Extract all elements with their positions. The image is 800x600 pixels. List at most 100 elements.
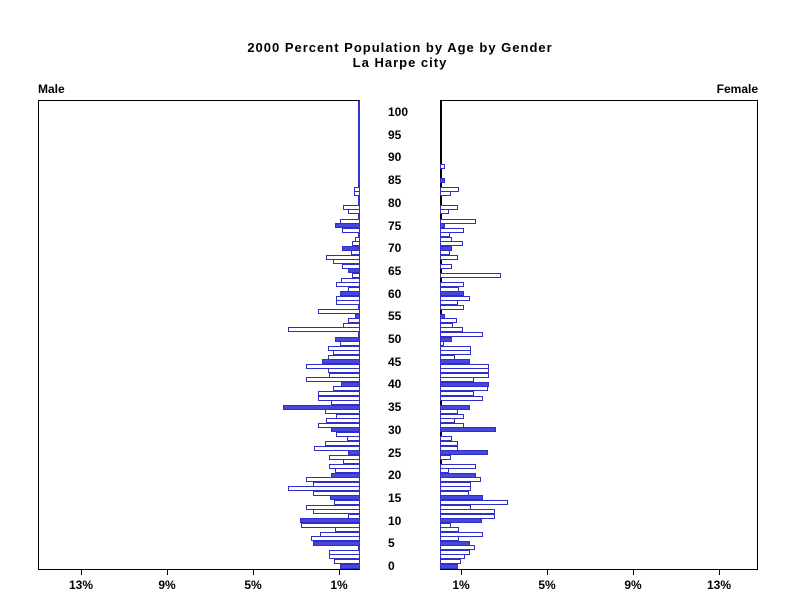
male-bar-age-76 xyxy=(340,218,360,224)
female-bar-age-24 xyxy=(440,454,451,460)
male-panel-label: Male xyxy=(38,82,65,96)
female-bar-age-47 xyxy=(440,350,471,356)
male-bar-age-40 xyxy=(341,381,360,387)
female-xtick-5-tick xyxy=(547,570,548,575)
female-bar-age-66 xyxy=(440,263,452,269)
male-bar-age-28 xyxy=(347,436,360,442)
female-bar-age-8 xyxy=(440,527,459,533)
male-bar-age-37 xyxy=(318,395,360,401)
age-label-55: 55 xyxy=(388,309,402,324)
male-panel xyxy=(38,100,360,570)
female-bar-age-68 xyxy=(440,254,458,260)
female-bar-age-1 xyxy=(440,559,461,564)
female-xtick-5-label: 5% xyxy=(538,578,556,592)
female-bar-age-27 xyxy=(440,440,458,446)
female-bar-age-43 xyxy=(440,368,489,374)
male-bar-age-69 xyxy=(351,250,360,256)
female-bar-age-76 xyxy=(440,218,476,224)
male-bar-age-64 xyxy=(352,272,360,278)
female-bar-age-11 xyxy=(440,513,495,519)
male-bar-age-50 xyxy=(335,336,360,342)
male-bar-age-44 xyxy=(306,363,360,369)
age-label-0: 0 xyxy=(388,559,395,573)
age-label-85: 85 xyxy=(388,173,402,188)
male-bar-age-31 xyxy=(318,422,360,428)
female-bar-age-0 xyxy=(440,563,458,569)
male-bar-age-3 xyxy=(329,549,360,555)
male-bar-age-41 xyxy=(306,377,360,383)
male-bar-age-21 xyxy=(335,468,360,474)
male-xtick-5-label: 5% xyxy=(244,578,262,592)
female-bar-age-25 xyxy=(440,450,488,455)
male-bar-age-12 xyxy=(313,509,360,514)
female-bar-age-3 xyxy=(440,549,470,555)
male-xtick-1-tick xyxy=(339,570,340,575)
age-label-30: 30 xyxy=(388,422,402,437)
female-bar-age-88 xyxy=(440,164,445,169)
male-bar-age-29 xyxy=(336,431,360,437)
female-bar-age-55 xyxy=(440,313,445,319)
female-bar-age-71 xyxy=(440,241,463,247)
male-xtick-5-tick xyxy=(253,570,254,575)
age-label-10: 10 xyxy=(388,513,402,528)
male-bar-age-32 xyxy=(326,418,360,424)
male-bar-age-18 xyxy=(313,481,360,487)
female-panel xyxy=(440,100,758,570)
male-bar-age-16 xyxy=(313,490,360,496)
age-label-25: 25 xyxy=(388,445,402,460)
female-bar-age-45 xyxy=(440,359,470,365)
female-xtick-1-tick xyxy=(461,570,462,575)
female-bar-age-33 xyxy=(440,413,464,419)
female-bar-age-10 xyxy=(440,518,482,524)
male-bar-age-61 xyxy=(348,286,360,292)
male-bar-age-74 xyxy=(342,227,360,233)
male-bar-age-58 xyxy=(336,300,360,306)
male-bar-age-39 xyxy=(333,386,360,392)
female-bar-age-31 xyxy=(440,422,464,428)
age-label-20: 20 xyxy=(388,468,402,483)
male-bar-age-23 xyxy=(343,459,360,465)
female-bar-age-53 xyxy=(440,322,453,328)
age-label-80: 80 xyxy=(388,195,402,210)
male-bar-age-14 xyxy=(334,499,360,505)
male-bar-age-30 xyxy=(331,427,360,433)
female-xtick-13-label: 13% xyxy=(706,578,732,592)
female-bar-age-82 xyxy=(440,191,451,197)
female-bar-age-42 xyxy=(440,372,489,378)
male-bar-age-79 xyxy=(343,204,360,210)
male-bar-age-55 xyxy=(355,313,360,319)
male-bar-age-63 xyxy=(341,277,360,283)
male-bar-age-53 xyxy=(343,322,360,328)
female-bar-age-49 xyxy=(440,341,444,346)
male-bar-age-10 xyxy=(300,518,360,524)
male-bar-age-45 xyxy=(322,359,360,365)
female-bar-age-20 xyxy=(440,472,476,478)
chart-title-line1: 2000 Percent Population by Age by Gender xyxy=(247,40,553,55)
male-xtick-9-label: 9% xyxy=(158,578,176,592)
female-bar-age-59 xyxy=(440,295,470,301)
male-bar-age-56 xyxy=(318,309,360,315)
female-bar-age-50 xyxy=(440,336,452,342)
female-bar-age-7 xyxy=(440,531,483,537)
male-bar-age-38 xyxy=(318,391,360,396)
female-bar-age-61 xyxy=(440,286,459,292)
female-bar-age-16 xyxy=(440,490,469,496)
male-bar-age-13 xyxy=(306,504,360,510)
male-bar-age-34 xyxy=(325,409,360,415)
female-bar-age-70 xyxy=(440,245,452,251)
age-label-70: 70 xyxy=(388,241,402,256)
male-bar-age-5 xyxy=(313,540,360,546)
male-bar-age-67 xyxy=(333,259,360,265)
female-bar-age-2 xyxy=(440,554,465,560)
male-bar-age-11 xyxy=(348,513,360,519)
female-bar-age-73 xyxy=(440,232,450,238)
male-bar-age-35 xyxy=(283,404,360,410)
male-xtick-1-label: 1% xyxy=(330,578,348,592)
male-bar-age-2 xyxy=(329,554,360,560)
female-bar-age-21 xyxy=(440,468,449,474)
female-bar-age-14 xyxy=(440,499,508,505)
female-bar-age-69 xyxy=(440,250,450,256)
female-bar-age-64 xyxy=(440,272,501,278)
female-bar-age-26 xyxy=(440,445,458,451)
age-label-40: 40 xyxy=(388,377,402,392)
